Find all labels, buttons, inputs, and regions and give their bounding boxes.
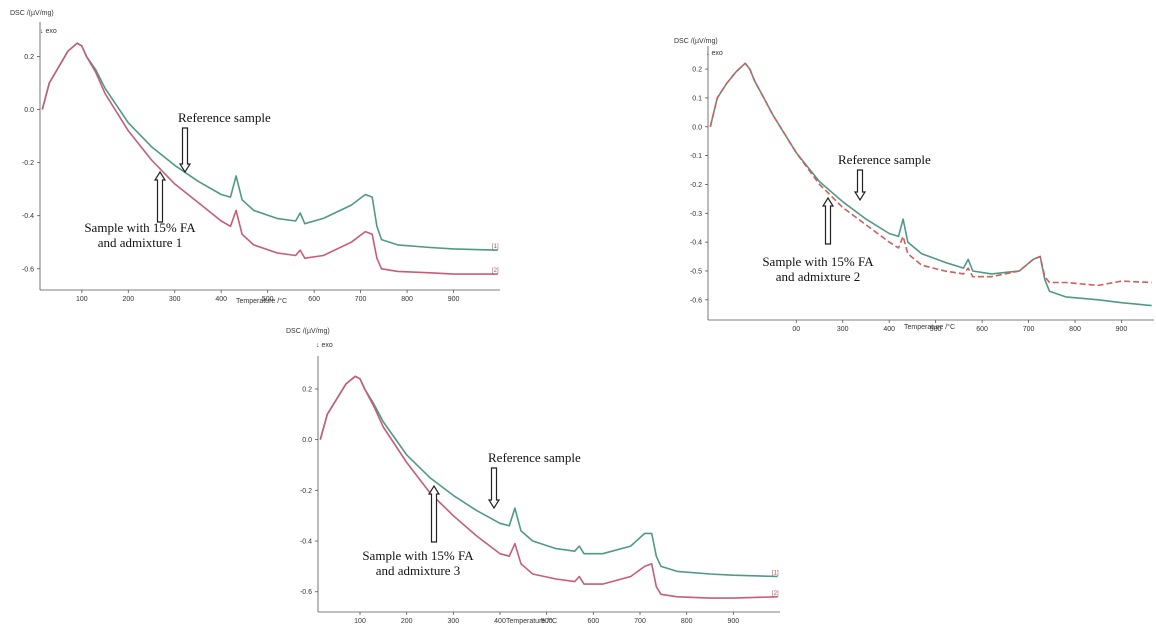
x-axis-label: Temperature /°C [236,298,288,305]
y-tick-label: -0.4 [300,539,312,546]
y-tick-label: -0.2 [22,160,34,167]
x-tick-label: 700 [634,618,646,625]
dsc-chart-1: DSC /(µV/mg) ↓ exo 0.2 0.0 -0.2 -0.4 -0.6 100… [0,0,510,318]
x-tick-label: 800 [681,618,693,625]
x-tick-label: 900 [727,618,739,625]
y-tick-label: -0.2 [300,488,312,495]
plot-svg: 0.2 0.0 -0.2 -0.4 -0.6 100 200 300 400 500 600 700 8… [300,356,780,625]
plot-svg: 0.2 0.1 0.0 -0.1 -0.2 -0.3 -0.4 -0.5 -0.6 00 300 40… [690,46,1154,333]
reference-arrow [178,127,192,174]
series-end-label: [2] [492,268,499,274]
series-end-label: [1] [772,571,779,577]
x-tick-label: 100 [354,618,366,625]
x-tick-label: 300 [837,326,849,333]
y-tick-label: 0.0 [24,107,34,114]
y-tick-label: 0.0 [692,124,702,131]
exo-direction-label: ↓ exo [40,28,57,35]
x-tick-label: 600 [587,618,599,625]
x-tick-label: 600 [976,326,988,333]
reference-sample-annotation: Reference sample [178,110,271,125]
reference-arrow [853,169,867,202]
dsc-chart-3: DSC /(µV/mg) ↓ exo 0.2 0.0 -0.2 -0.4 -0.6 100… [280,318,790,625]
sample-arrow [821,196,835,245]
sample-annotation-line-2: and admixture 2 [775,269,861,284]
plot-svg: 0.2 0.0 -0.2 -0.4 -0.6 100 200 300 400 500 600 700 8… [22,22,500,303]
sample-annotation-line-1: Sample with 15% FA [362,548,474,563]
sample-annotation: Sample with 15% FA and admixture 3 [340,548,496,578]
x-tick-label: 400 [215,296,227,303]
x-tick-label: 500 [541,618,553,625]
y-tick-label: 0.1 [692,95,702,102]
y-tick-label: 0.2 [692,67,702,74]
exo-direction-label: ↓ exo [706,50,723,57]
series-end-label: [1] [492,244,499,250]
y-tick-label: 0.2 [302,386,312,393]
x-tick-label: 700 [355,296,367,303]
reference-arrow [487,467,501,510]
dsc-chart-2: DSC /(µV/mg) ↓ exo 0.2 0.1 0.0 -0.1 -0.2 -0.3… [660,28,1156,340]
x-tick-label: 200 [122,296,134,303]
y-tick-label: -0.3 [690,211,702,218]
y-tick-label: -0.6 [22,266,34,273]
x-tick-label: 400 [883,326,895,333]
x-tick-label: 500 [930,326,942,333]
x-axis-label: Temperature /°C [904,324,956,331]
reference-sample-annotation: Reference sample [838,152,931,167]
x-tick-label: 400 [494,618,506,625]
y-tick-label: -0.6 [300,589,312,596]
x-tick-label: 800 [1069,326,1081,333]
sample-annotation-line-2: and admixture 1 [97,235,183,250]
x-axis-label: Temperature /°C [506,618,558,625]
sample-annotation: Sample with 15% FA and admixture 2 [742,254,894,284]
y-tick-label: -0.5 [690,268,702,275]
y-tick-label: 0.2 [24,54,34,61]
x-tick-label: 100 [76,296,88,303]
series-line-2 [41,42,498,275]
sample-annotation: Sample with 15% FA and admixture 1 [70,220,210,250]
y-axis-label: DSC /(µV/mg) [10,10,54,17]
series-end-label: [2] [772,591,779,597]
series-line-2 [319,375,778,599]
x-tick-label: 900 [448,296,460,303]
y-tick-label: 0.0 [302,437,312,444]
sample-arrow [427,484,441,543]
x-tick-label: 900 [1116,326,1128,333]
sample-annotation-line-1: Sample with 15% FA [84,220,196,235]
y-tick-label: -0.1 [690,153,702,160]
x-tick-label: 300 [169,296,181,303]
y-axis-label: DSC /(µV/mg) [286,328,330,335]
x-tick-label: 00 [792,326,800,333]
x-tick-label: 300 [447,618,459,625]
sample-annotation-line-2: and admixture 3 [375,563,461,578]
y-axis-label: DSC /(µV/mg) [674,38,718,45]
series-line-1 [319,375,778,578]
y-tick-label: -0.6 [690,297,702,304]
x-tick-label: 200 [401,618,413,625]
reference-sample-annotation: Reference sample [488,450,581,465]
series-line-2 [709,62,1152,287]
exo-direction-label: ↓ exo [316,342,333,349]
y-tick-label: -0.4 [22,213,34,220]
y-tick-label: -0.4 [690,240,702,247]
sample-annotation-line-1: Sample with 15% FA [762,254,874,269]
y-tick-label: -0.2 [690,182,702,189]
x-tick-label: 800 [401,296,413,303]
x-tick-label: 500 [262,296,274,303]
sample-arrow [153,170,167,223]
x-tick-label: 700 [1023,326,1035,333]
x-tick-label: 600 [308,296,320,303]
